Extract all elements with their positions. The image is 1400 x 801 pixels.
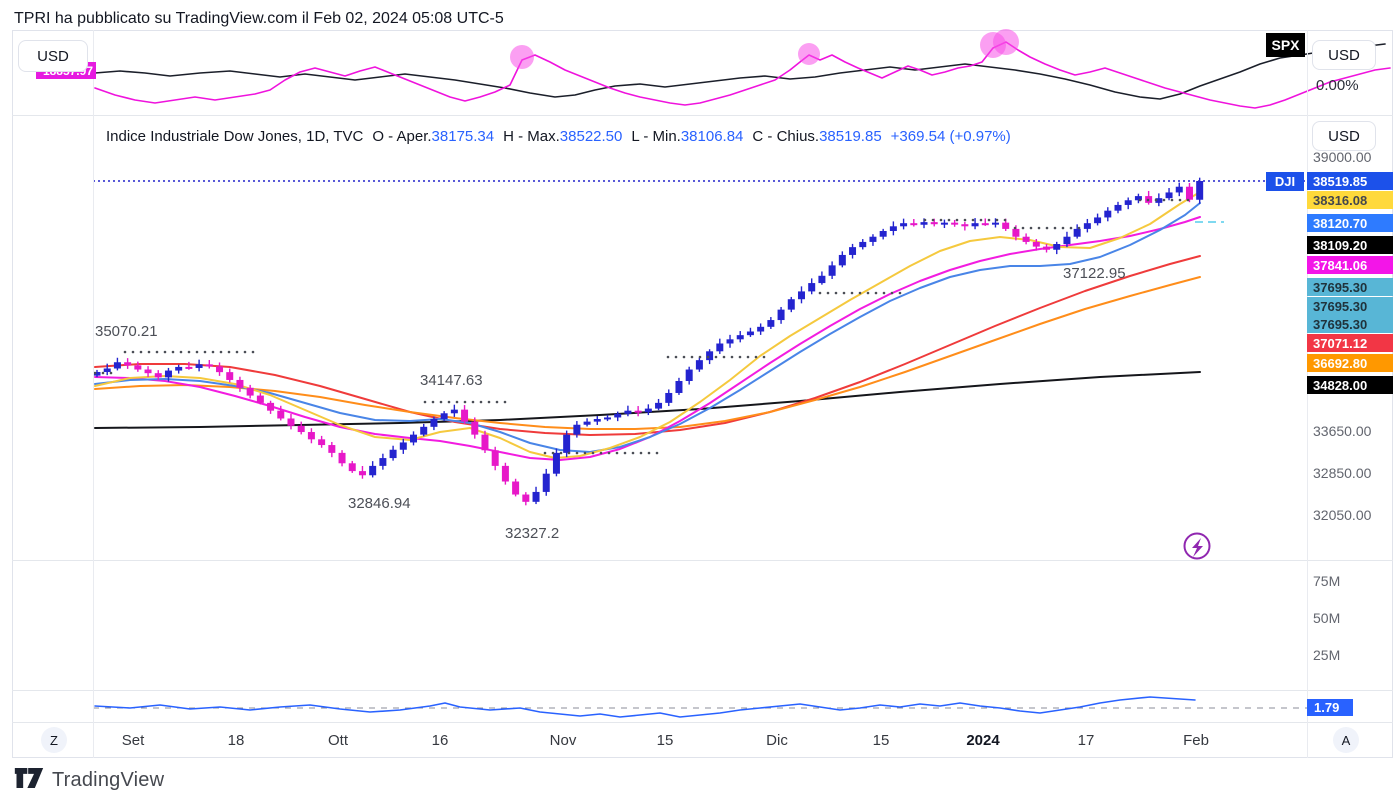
time-axis-label[interactable]: 18	[227, 732, 245, 749]
legend-segment: H - Max.	[503, 128, 560, 145]
price-label: 34828.00	[1307, 376, 1393, 394]
legend-segment: +369.54 (+0.97%)	[890, 128, 1011, 145]
time-axis-label[interactable]: Dic	[766, 732, 788, 749]
price-label: 36692.80	[1307, 354, 1393, 372]
price-annotation: 34147.63	[420, 372, 483, 389]
dji-ticker-badge: DJI	[1266, 172, 1304, 191]
symbol-legend[interactable]: Indice Industriale Dow Jones, 1D, TVC O -…	[106, 128, 1020, 145]
axis-grid-label: 33650.00	[1313, 423, 1372, 439]
axis-grid-label: 39000.00	[1313, 149, 1372, 165]
price-label: 37695.30	[1307, 278, 1393, 296]
timezone-button[interactable]: Z	[41, 727, 67, 753]
legend-segment: O - Aper.	[372, 128, 432, 145]
legend-segment: 38175.34	[431, 128, 495, 145]
legend-segment: 38519.85	[819, 128, 882, 145]
time-axis-label[interactable]: 16	[431, 732, 449, 749]
lightning-event-icon[interactable]	[1183, 532, 1211, 560]
currency-toggle-top-left[interactable]: USD	[18, 40, 88, 72]
price-annotation: 32327.2	[505, 525, 560, 542]
time-axis-label[interactable]: 15	[872, 732, 890, 749]
axis-grid-label: 32850.00	[1313, 465, 1372, 481]
spx-series-badge[interactable]: SPX	[1266, 33, 1305, 57]
indicator-value-label: 1.79	[1307, 699, 1353, 716]
price-label: 37841.06	[1307, 256, 1393, 274]
time-axis-label[interactable]: Feb	[1183, 732, 1209, 749]
legend-segment: Indice Industriale Dow Jones, 1D, TVC	[106, 128, 364, 145]
price-label: 38316.08	[1307, 191, 1393, 209]
tradingview-brand-text: TradingView	[52, 769, 165, 791]
time-axis-label[interactable]: 17	[1077, 732, 1095, 749]
time-axis-label[interactable]: Ott	[327, 732, 349, 749]
price-label: 38120.70	[1307, 214, 1393, 232]
time-axis-label[interactable]: Set	[121, 732, 145, 749]
price-label: 38519.85	[1307, 172, 1393, 190]
panel-divider-top[interactable]	[12, 115, 1393, 116]
tradingview-logo-icon	[14, 767, 44, 794]
currency-toggle-top-right[interactable]: USD	[1312, 40, 1376, 70]
price-label: 37695.30	[1307, 297, 1393, 315]
price-annotation: 32846.94	[348, 495, 411, 512]
axis-grid-label: 32050.00	[1313, 507, 1372, 523]
legend-segment: C - Chius.	[752, 128, 820, 145]
price-axis-divider[interactable]	[1307, 30, 1308, 758]
volume-axis-label: 50M	[1313, 610, 1341, 626]
price-annotation: 35070.21	[95, 323, 158, 340]
legend-segment: L - Min.	[631, 128, 681, 145]
time-axis-label[interactable]: 2024	[966, 732, 1000, 749]
volume-axis-label: 75M	[1313, 573, 1341, 589]
auto-scale-button[interactable]: A	[1333, 727, 1359, 753]
tradingview-footer-link[interactable]: TradingView	[14, 767, 164, 794]
comparison-change-percent: 0.00%	[1316, 77, 1359, 94]
price-label: 37695.30	[1307, 315, 1393, 333]
price-label: 38109.20	[1307, 236, 1393, 254]
legend-segment: 38522.50	[559, 128, 623, 145]
publish-attribution-text: TPRI ha pubblicato su TradingView.com il…	[14, 10, 504, 27]
price-label: 37071.12	[1307, 334, 1393, 352]
left-gutter-divider	[93, 30, 94, 758]
chart-card-frame	[12, 30, 1393, 758]
time-axis-label[interactable]: Nov	[549, 732, 577, 749]
time-axis-label[interactable]: 15	[656, 732, 674, 749]
panel-divider-indicator[interactable]	[12, 690, 1393, 691]
price-annotation: 37122.95	[1063, 265, 1126, 282]
legend-segment: 38106.84	[680, 128, 744, 145]
volume-axis-label: 25M	[1313, 647, 1341, 663]
time-axis-top-border	[12, 722, 1393, 723]
panel-divider-volume[interactable]	[12, 560, 1393, 561]
currency-toggle-main[interactable]: USD	[1312, 121, 1376, 151]
